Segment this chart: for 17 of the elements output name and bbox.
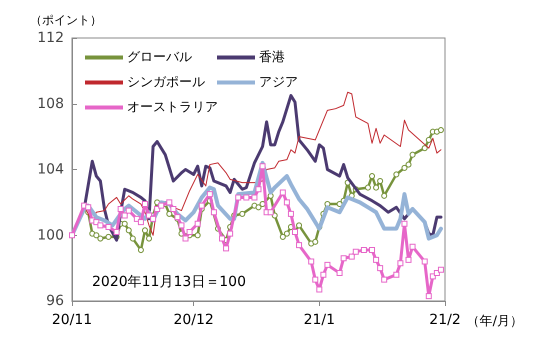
legend-label: アジア [259,75,298,90]
y-axis-title: （ポイント） [30,13,102,27]
y-tick-label: 100 [37,227,64,244]
annotation: 2020年11月13日＝100 [92,274,246,290]
legend-label: グローバル [127,50,192,65]
y-tick-label: 112 [37,30,64,46]
y-tick-label: 108 [37,96,64,112]
x-axis-title: （年/月） [466,314,524,329]
x-tick-label: 21/2 [429,312,461,328]
y-tick-label: 96 [46,293,64,309]
x-tick-label: 20/11 [52,312,92,328]
y-tick-label: 104 [37,162,64,178]
x-tick-label: 20/12 [173,312,214,328]
x-tick-label: 21/1 [304,312,336,328]
legend-label: シンガポール [127,75,205,90]
legend-label: オーストラリア [127,100,218,115]
legend-label: 香港 [259,50,285,65]
